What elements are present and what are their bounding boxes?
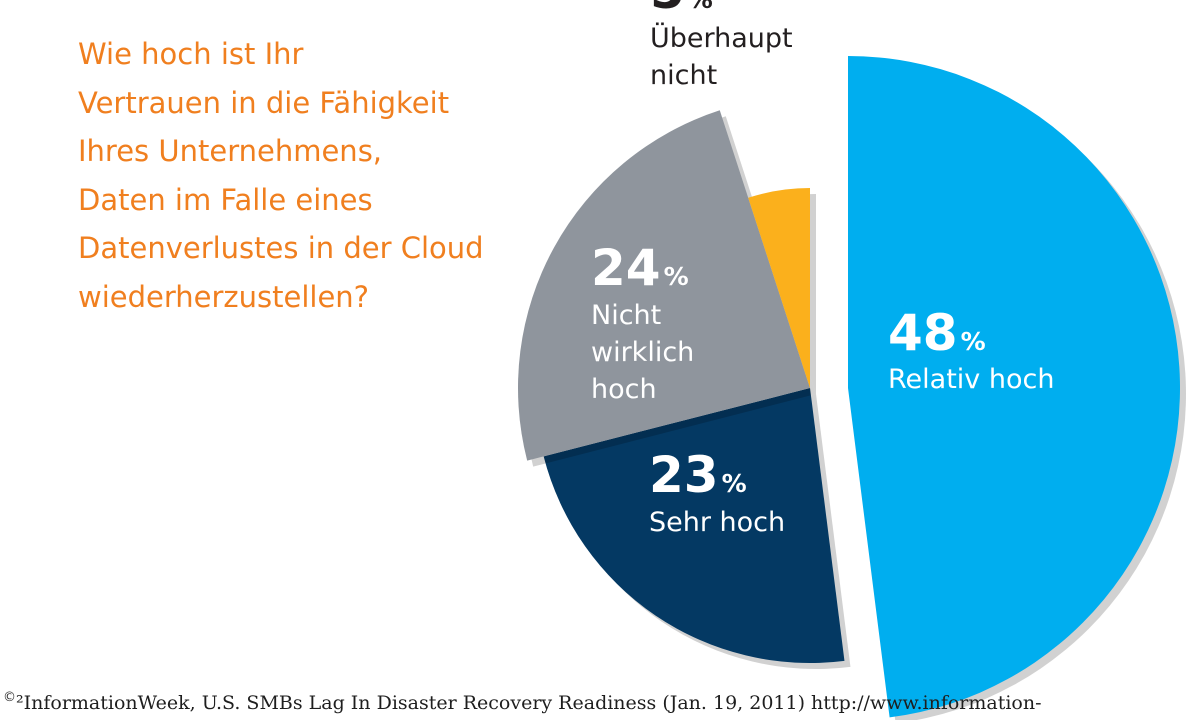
slice-category-label: Nicht wirklich hoch — [591, 300, 694, 405]
pie-slice-relativ-hoch — [848, 56, 1180, 718]
chart-title-line: Wie hoch ist Ihr — [78, 37, 304, 71]
copyright-icon: © — [3, 690, 16, 705]
chart-title-line: wiederherzustellen? — [78, 279, 370, 314]
slice-category-label: Relativ hoch — [888, 364, 1054, 395]
slice-value-label: 24% — [591, 239, 689, 297]
pie-slice-überhaupt-nicht — [748, 188, 810, 388]
chart-title: Wie hoch ist Ihr Vertrauen in die Fähigke… — [78, 30, 518, 321]
chart-title-line: Ihres Unternehmens, — [78, 134, 383, 168]
slice-category-label: Sehr hoch — [649, 507, 785, 538]
slice-value-label: 23% — [649, 446, 747, 504]
chart-title-line: Datenverlustes in der Cloud — [78, 231, 484, 265]
pie-slice-sehr-hoch — [543, 388, 845, 663]
slice-value-label: 5% — [650, 0, 713, 20]
slice-value-label: 48% — [888, 304, 986, 362]
chart-title-line: Vertrauen in die Fähigkeit — [78, 85, 450, 120]
pie-slice-nicht-wirklich-hoch — [517, 110, 810, 461]
source-footnote: ²InformationWeek, U.S. SMBs Lag In Disas… — [16, 692, 1042, 714]
slice-category-label: Überhaupt nicht — [650, 22, 793, 91]
chart-title-line: Daten im Falle eines — [78, 182, 373, 217]
